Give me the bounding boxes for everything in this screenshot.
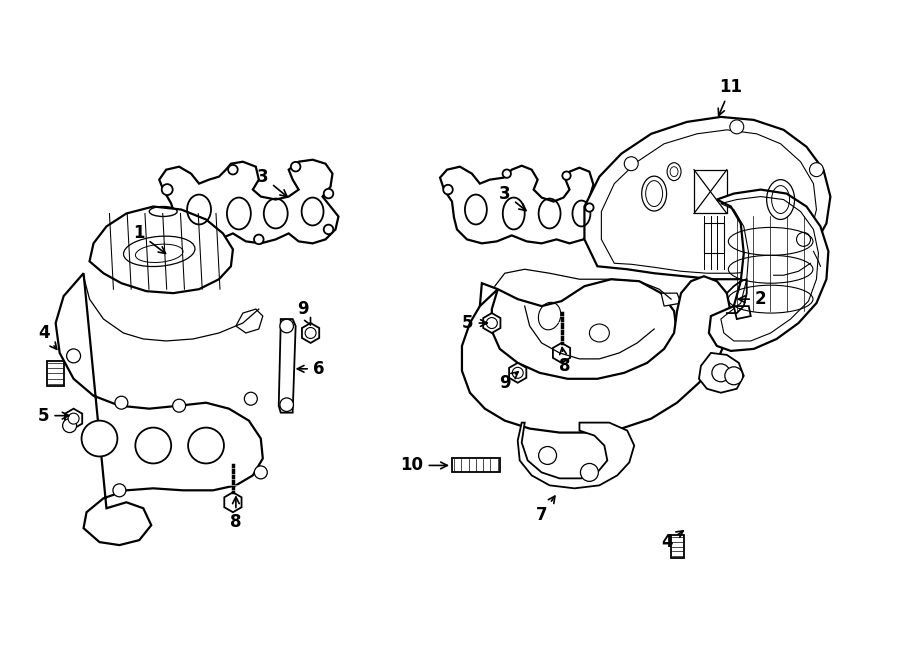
Circle shape	[585, 204, 594, 212]
Circle shape	[486, 317, 498, 329]
Text: 1: 1	[133, 225, 166, 253]
Text: 6: 6	[297, 360, 324, 378]
Circle shape	[68, 413, 79, 424]
Circle shape	[502, 169, 511, 178]
Circle shape	[324, 189, 333, 198]
Polygon shape	[671, 535, 684, 558]
Circle shape	[188, 428, 224, 463]
Polygon shape	[65, 408, 82, 428]
Polygon shape	[47, 361, 64, 386]
Polygon shape	[440, 166, 596, 243]
Circle shape	[173, 399, 185, 412]
Circle shape	[580, 463, 598, 481]
Polygon shape	[480, 279, 677, 389]
Circle shape	[324, 225, 333, 234]
Polygon shape	[236, 309, 263, 333]
Polygon shape	[483, 313, 500, 333]
Circle shape	[112, 484, 126, 497]
Circle shape	[291, 162, 301, 171]
Circle shape	[67, 349, 81, 363]
Polygon shape	[56, 273, 263, 545]
Text: 4: 4	[38, 324, 57, 349]
Polygon shape	[452, 459, 500, 473]
Circle shape	[63, 418, 76, 432]
Text: 5: 5	[38, 407, 69, 424]
Polygon shape	[302, 323, 320, 343]
Polygon shape	[553, 343, 571, 363]
Circle shape	[280, 398, 293, 411]
Circle shape	[245, 392, 257, 405]
Text: 9: 9	[297, 300, 310, 325]
Text: 9: 9	[499, 371, 518, 392]
Circle shape	[135, 428, 171, 463]
Polygon shape	[709, 190, 828, 351]
Polygon shape	[662, 293, 681, 306]
Polygon shape	[518, 422, 634, 488]
Circle shape	[712, 364, 730, 382]
Circle shape	[254, 235, 264, 244]
Polygon shape	[224, 492, 241, 512]
Polygon shape	[89, 206, 233, 293]
Polygon shape	[279, 319, 296, 412]
Text: 3: 3	[499, 184, 526, 211]
Polygon shape	[509, 363, 526, 383]
Circle shape	[443, 185, 453, 194]
Text: 7: 7	[536, 496, 555, 524]
Circle shape	[625, 157, 638, 171]
Circle shape	[730, 120, 743, 134]
Circle shape	[228, 165, 238, 175]
Text: 11: 11	[718, 78, 742, 116]
Circle shape	[280, 319, 293, 332]
Text: 2: 2	[738, 290, 767, 308]
Circle shape	[562, 171, 571, 180]
Circle shape	[305, 327, 316, 338]
Circle shape	[724, 367, 742, 385]
Polygon shape	[462, 276, 731, 432]
Polygon shape	[699, 353, 743, 393]
Polygon shape	[159, 160, 338, 243]
Circle shape	[512, 368, 523, 378]
Text: 3: 3	[257, 168, 287, 196]
Circle shape	[162, 184, 173, 195]
Text: 8: 8	[559, 348, 571, 375]
Circle shape	[809, 163, 824, 176]
Polygon shape	[734, 306, 751, 319]
Text: 10: 10	[400, 457, 447, 475]
Text: 4: 4	[662, 531, 683, 551]
Circle shape	[82, 420, 117, 457]
Circle shape	[255, 466, 267, 479]
Circle shape	[796, 233, 811, 247]
Circle shape	[538, 447, 556, 465]
Polygon shape	[584, 117, 831, 279]
Text: 5: 5	[463, 314, 487, 332]
Circle shape	[115, 396, 128, 409]
Text: 8: 8	[230, 497, 242, 531]
